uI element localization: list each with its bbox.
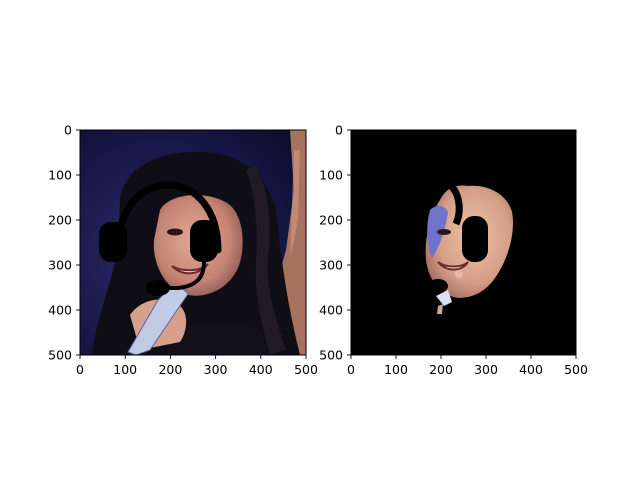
- left-eye: [167, 229, 183, 236]
- right-ytick-label: 300: [319, 258, 343, 273]
- right-ytick-label: 0: [335, 123, 343, 138]
- left-xtick-label: 400: [249, 362, 273, 377]
- left-xtick-label: 300: [204, 362, 228, 377]
- left-photo: [80, 130, 306, 355]
- left-ytick-label: 500: [48, 348, 72, 363]
- right-image-panel: 0 100 200 300 400 500 0 100 200 300 400 500: [319, 123, 588, 378]
- left-ytick-label: 100: [48, 168, 72, 183]
- left-xtick-label: 500: [294, 362, 318, 377]
- left-ytick-label: 0: [64, 123, 72, 138]
- left-ytick-label: 200: [48, 213, 72, 228]
- right-xtick-label: 400: [519, 362, 543, 377]
- left-xtick-label: 0: [76, 362, 84, 377]
- left-ytick-label: 300: [48, 258, 72, 273]
- right-ytick-label: 500: [319, 348, 343, 363]
- right-xtick-label: 300: [474, 362, 498, 377]
- right-xtick-label: 500: [564, 362, 588, 377]
- mask-headset-ear: [462, 216, 488, 262]
- left-xtick-label: 200: [158, 362, 182, 377]
- right-xtick-label: 0: [347, 362, 355, 377]
- right-ytick-label: 200: [319, 213, 343, 228]
- left-image-panel: 0 100 200 300 400 500 0 100 200 300 400 500: [48, 123, 318, 378]
- right-ytick-label: 400: [319, 303, 343, 318]
- headset-left-ear: [99, 222, 127, 262]
- right-ytick-label: 100: [319, 168, 343, 183]
- left-xtick-label: 100: [113, 362, 137, 377]
- left-ytick-label: 400: [48, 303, 72, 318]
- right-mask: [351, 130, 576, 355]
- headset-mic-tip: [146, 280, 170, 296]
- right-xtick-label: 200: [429, 362, 453, 377]
- headset-right-ear: [190, 220, 218, 262]
- right-xtick-label: 100: [384, 362, 408, 377]
